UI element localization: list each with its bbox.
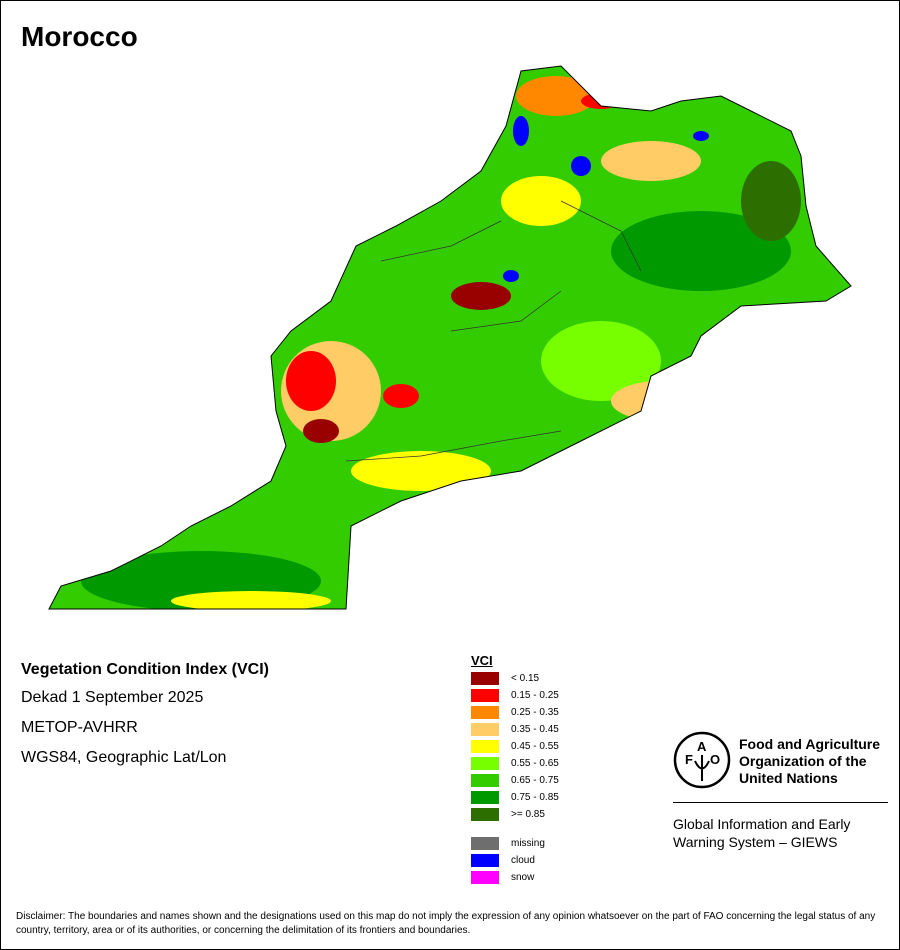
legend-swatch [471,740,499,753]
legend-swatch [471,774,499,787]
fao-logo-icon: F A O [673,731,731,789]
legend-swatch [471,672,499,685]
legend-item: missing [471,837,545,850]
giews-line: Global Information and Early [673,816,851,832]
legend-item: 0.45 - 0.55 [471,740,559,753]
svg-text:F: F [685,752,693,767]
legend-label: snow [511,872,535,883]
legend-label: 0.15 - 0.25 [511,690,559,701]
map-title: Morocco [21,21,138,52]
legend-label: 0.35 - 0.45 [511,724,559,735]
legend-swatch [471,757,499,770]
legend-item: snow [471,871,534,884]
legend-item: < 0.15 [471,672,539,685]
legend-label: 0.65 - 0.75 [511,775,559,786]
legend-item: 0.65 - 0.75 [471,774,559,787]
legend-item: 0.15 - 0.25 [471,689,559,702]
vci-map [48,65,852,610]
giews-line: Warning System – GIEWS [673,834,838,850]
svg-text:A: A [697,739,707,754]
legend-label: >= 0.85 [511,809,545,820]
legend-label: 0.55 - 0.65 [511,758,559,769]
legend-swatch [471,723,499,736]
legend-swatch [471,808,499,821]
legend-item: 0.75 - 0.85 [471,791,559,804]
legend-title: VCI [471,653,493,668]
fao-name-line: Food and Agriculture [739,736,881,752]
legend-label: < 0.15 [511,673,540,684]
index-name: Vegetation Condition Index (VCI) [21,661,269,678]
legend-label: 0.45 - 0.55 [511,741,559,752]
legend-swatch [471,689,499,702]
disclaimer: Disclaimer: The boundaries and names sho… [16,911,876,936]
legend-item: 0.25 - 0.35 [471,706,559,719]
fao-name-line: United Nations [739,770,838,786]
period: Dekad 1 September 2025 [21,689,204,706]
fao-name: Food and Agriculture Organization of the… [739,736,880,787]
legend-label: cloud [511,855,535,866]
vci-raster [49,66,851,609]
legend-swatch [471,837,499,850]
fao-name-line: Organization of the [739,753,867,769]
legend-swatch [471,791,499,804]
admin-boundaries [345,200,642,462]
legend-item: 0.55 - 0.65 [471,757,559,770]
legend-label: 0.25 - 0.35 [511,707,559,718]
giews-name: Global Information and Early Warning Sys… [673,815,850,851]
divider [673,802,888,803]
projection: WGS84, Geographic Lat/Lon [21,749,227,766]
legend-swatch [471,854,499,867]
legend-label: missing [511,838,545,849]
svg-text:O: O [710,752,720,767]
legend-item: cloud [471,854,535,867]
legend-item: 0.35 - 0.45 [471,723,559,736]
legend-item: >= 0.85 [471,808,545,821]
legend-label: 0.75 - 0.85 [511,792,559,803]
legend-swatch [471,871,499,884]
sensor: METOP-AVHRR [21,719,138,736]
legend-swatch [471,706,499,719]
